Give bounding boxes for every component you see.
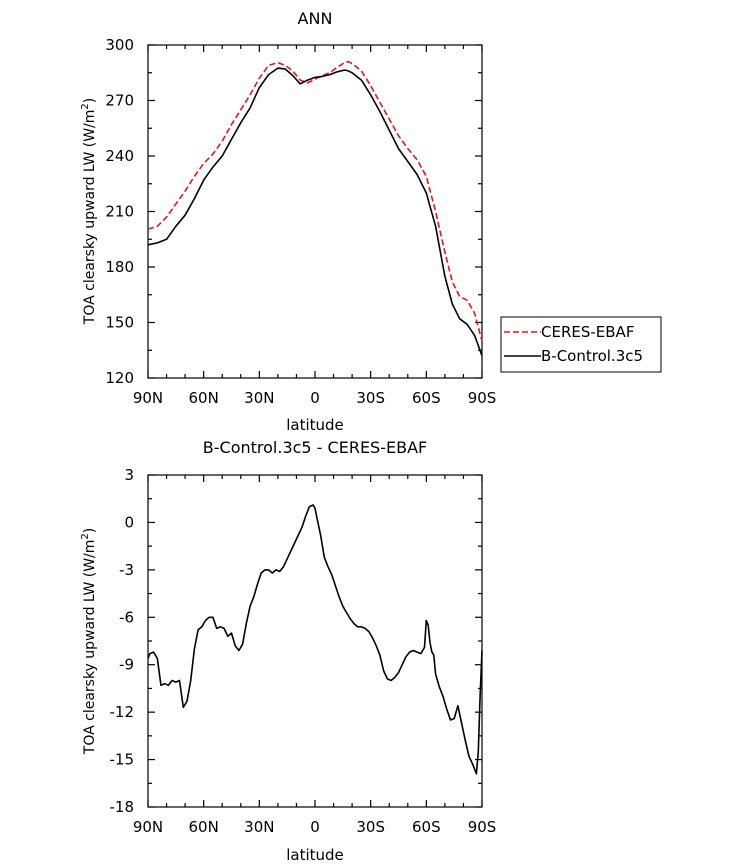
panel2-y-tick-label: -12 [110,703,135,721]
panel2-series-b-control-3c5-ceres-ebaf [147,504,483,775]
panel1-title: ANN [298,9,333,28]
panel1-y-tick-label: 210 [105,203,134,221]
panel1-y-tick-label: 240 [105,147,134,165]
panel1-x-tick-label: 30S [356,389,385,407]
panel1-x-tick-label: 60S [412,389,441,407]
panel2-y-tick-label: -6 [119,608,134,626]
panel1-y-tick-label: 150 [105,314,134,332]
panel1-y-tick-label: 120 [105,369,134,387]
panel2-x-tick-label: 60S [412,818,441,836]
panel2-x-ticks: 90N 60N 30N 0 30S 60S 90S [133,475,496,836]
panel2-x-tick-label: 90N [133,818,163,836]
panel1-y-tick-label: 300 [105,36,134,54]
panel1-x-tick-label: 60N [189,389,219,407]
panel1-series-ceres-ebaf [147,60,483,342]
panel1-y-ticks: 120 150 180 210 240 270 300 [105,36,482,387]
panel2-y-tick-label: 3 [124,466,134,484]
difference-panel: B-Control.3c5 - CERES-EBAF 90N 60N 30N 0 30S… [80,438,496,864]
panel1-x-tick-label: 30N [244,389,274,407]
panel2-y-tick-label: -18 [110,798,135,816]
panel2-x-tick-label: 90S [468,818,497,836]
panel2-x-tick-label: 0 [310,818,320,836]
panel2-x-tick-label: 30N [244,818,274,836]
panel2-x-tick-label: 60N [189,818,219,836]
panel2-y-tick-label: -15 [110,751,135,769]
panel2-x-tick-label: 30S [356,818,385,836]
legend-ceres-label: CERES-EBAF [541,323,634,341]
panel1-y-axis-label: TOA clearsky upward LW (W/m2) [80,98,98,325]
panel1-y-tick-label: 270 [105,92,134,110]
panel1-x-axis-label: latitude [286,416,344,434]
panel1-y-tick-label: 180 [105,258,134,276]
panel1-series-b-control-3c5 [147,67,483,357]
panel1-series [147,60,483,357]
panel2-y-axis-label: TOA clearsky upward LW (W/m2) [80,528,98,755]
panel1-x-tick-label: 0 [310,389,320,407]
panel2-series [147,504,483,775]
panel2-plot-frame [147,474,483,808]
panel1-x-ticks: 90N 60N 30N 0 30S 60S 90S [133,45,496,407]
annual-mean-panel: ANN 90N 60N 30N 0 30S 60S 90S 120 150 180 210 240 2… [80,9,496,434]
panel2-y-ticks: -18 -15 -12 -9 -6 -3 0 3 [110,466,482,816]
legend-box [500,316,662,373]
panel1-x-tick-label: 90N [133,389,163,407]
panel2-title: B-Control.3c5 - CERES-EBAF [203,438,427,457]
panel2-y-tick-label: 0 [124,513,134,531]
legend-model-label: B-Control.3c5 [541,347,643,365]
panel2-y-tick-label: -9 [119,656,134,674]
legend: CERES-EBAF B-Control.3c5 [500,316,662,373]
panel2-y-tick-label: -3 [119,561,134,579]
panel2-x-axis-label: latitude [286,846,344,864]
panel1-x-tick-label: 90S [468,389,497,407]
